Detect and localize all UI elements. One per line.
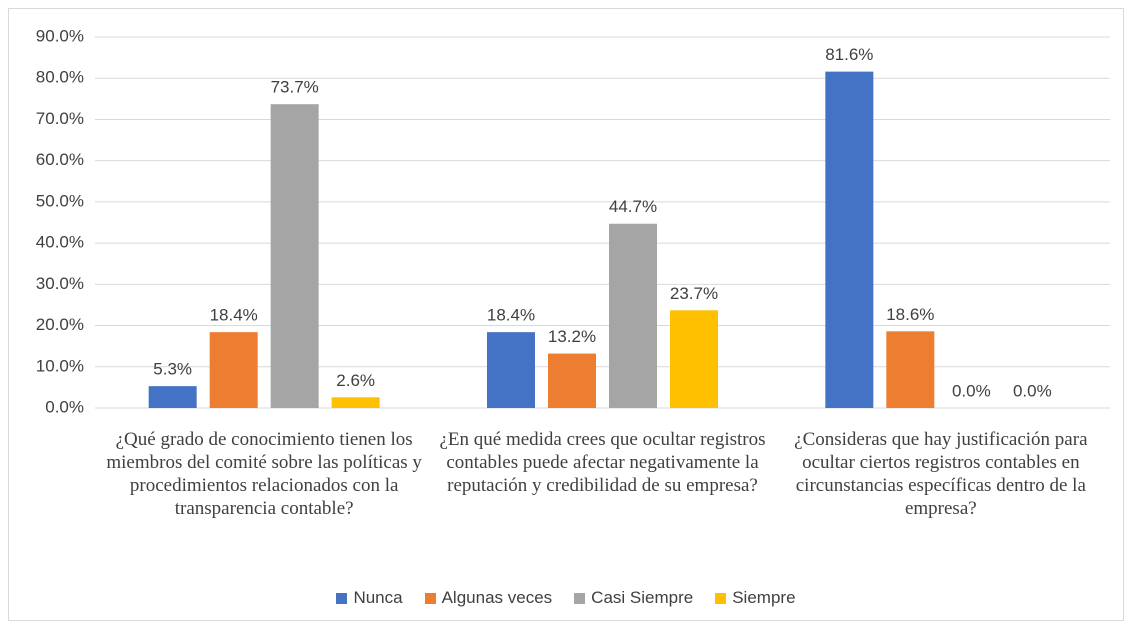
legend-item: Algunas veces [424,588,553,608]
bar [331,397,380,408]
bar [609,223,657,408]
value-label: 18.6% [886,305,934,324]
x-tick-label: ¿En qué medida crees que ocultar registr… [439,429,766,496]
value-label: 13.2% [548,327,596,346]
value-label: 0.0% [1013,381,1052,400]
legend-label: Casi Siempre [591,588,694,607]
legend-label: Nunca [353,588,403,607]
legend-item: Casi Siempre [574,588,693,608]
bar [886,331,935,408]
bar [209,332,258,408]
legend-swatch [336,592,348,604]
legend-swatch [715,592,727,604]
y-tick-label: 70.0% [36,109,84,128]
bar [148,386,197,408]
y-tick-label: 50.0% [36,191,84,210]
x-tick-label: ¿Qué grado de conocimiento tienen los mi… [106,429,422,519]
legend-swatch [574,592,586,604]
bar [270,104,319,408]
y-tick-label: 0.0% [45,397,84,416]
bar [548,353,596,408]
bar [487,332,535,408]
y-tick-label: 60.0% [36,150,84,169]
legend-item: Siempre [715,588,796,608]
y-tick-label: 40.0% [36,233,84,252]
bar [825,71,874,409]
x-tick-label: ¿Consideras que hay justificación para o… [794,429,1088,519]
value-label: 18.4% [487,306,535,325]
value-label: 2.6% [336,371,375,390]
legend-swatch [424,592,436,604]
value-label: 44.7% [609,197,657,216]
value-label: 5.3% [153,360,192,379]
y-tick-label: 30.0% [36,274,84,293]
value-label: 18.4% [210,306,258,325]
legend-label: Algunas veces [441,588,553,607]
y-tick-label: 80.0% [36,68,84,87]
chart-border [8,8,1124,621]
value-label: 73.7% [271,78,319,97]
legend: Nunca Algunas veces Casi Siempre Siempre [0,588,1132,608]
y-tick-label: 90.0% [36,26,84,45]
legend-item: Nunca [336,588,403,608]
value-label: 23.7% [670,284,718,303]
y-tick-label: 10.0% [36,356,84,375]
value-label: 81.6% [825,45,873,64]
legend-label: Siempre [732,588,796,607]
y-tick-label: 20.0% [36,315,84,334]
value-label: 0.0% [952,381,991,400]
bar [670,310,718,408]
